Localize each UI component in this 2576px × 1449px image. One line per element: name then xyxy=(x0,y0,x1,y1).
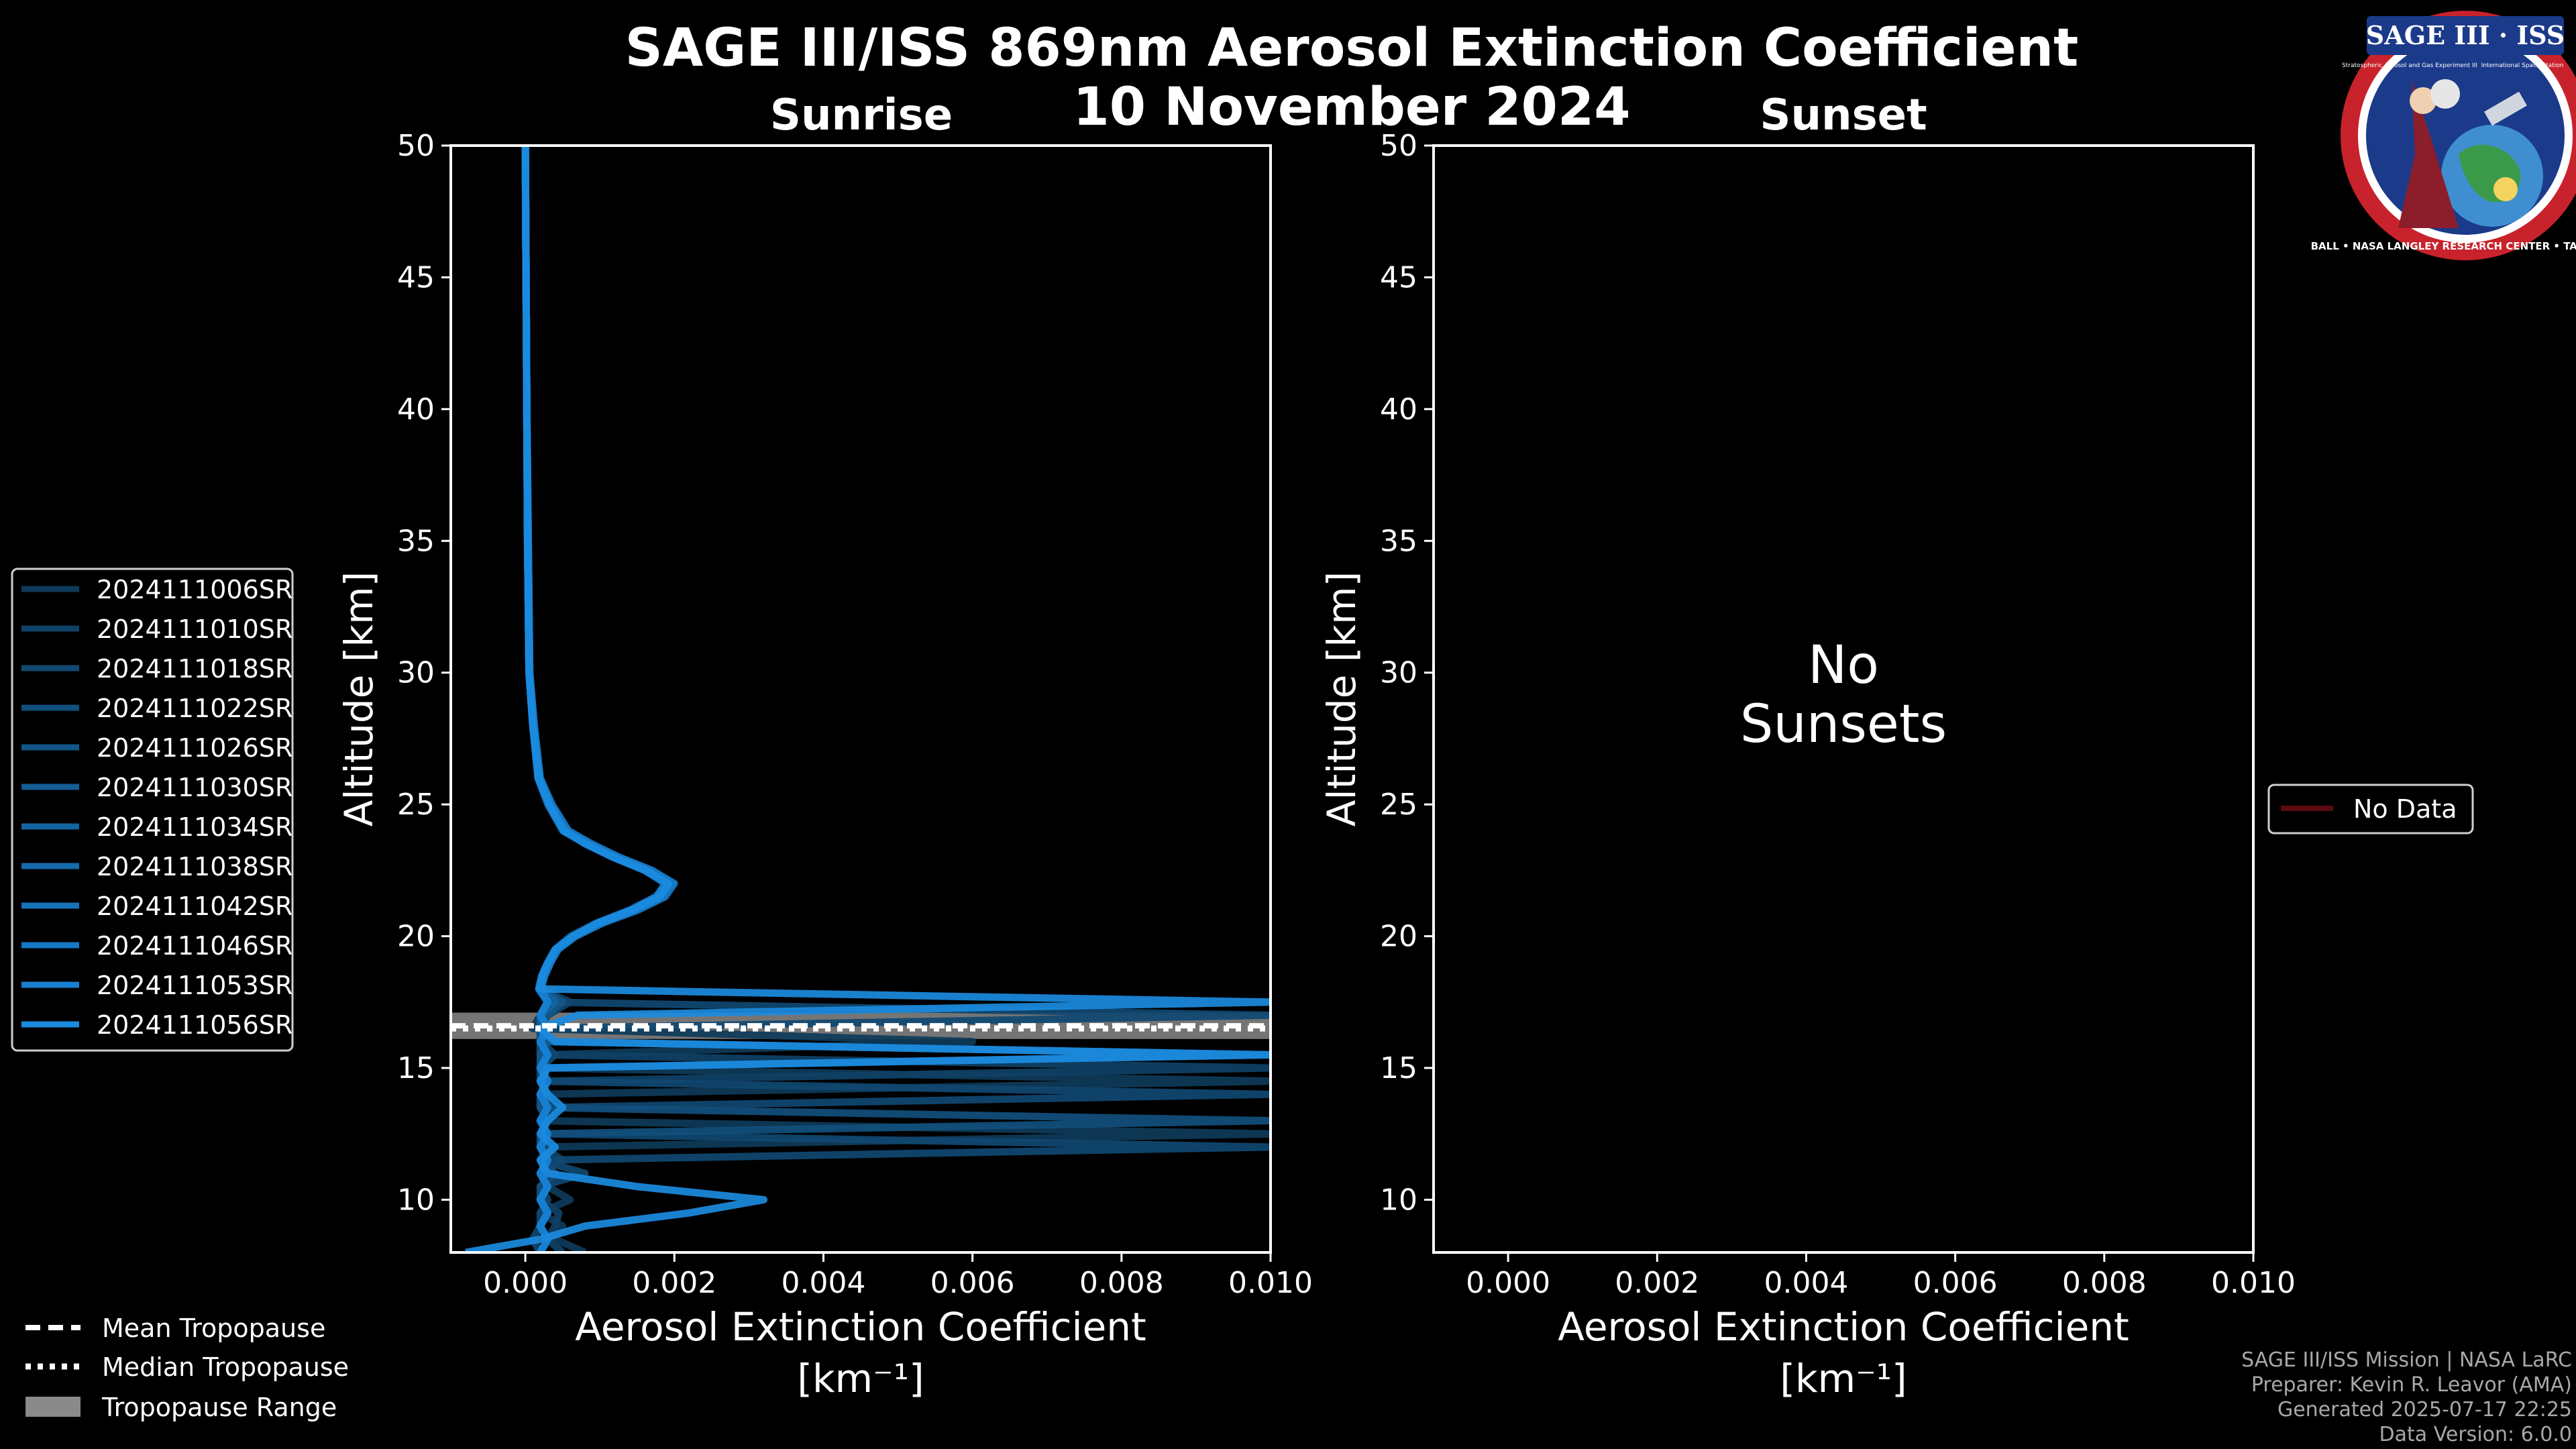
y-tick-label: 50 xyxy=(397,129,435,163)
x-axis-label-sunset: Aerosol Extinction Coefficient xyxy=(1558,1304,2129,1350)
logo-title: SAGE III · ISS xyxy=(2366,20,2565,50)
x-tick-label: 0.010 xyxy=(1228,1266,1313,1300)
panel-title-sunset: Sunset xyxy=(1760,91,1927,140)
y-ticks-sunset: 10 15 20 25 30 35 40 45 50 xyxy=(1380,129,1434,1217)
no-data-legend-box xyxy=(2267,784,2474,835)
y-tick-label: 15 xyxy=(397,1051,435,1085)
logo-small-left: Stratospheric Aerosol and Gas Experiment… xyxy=(2342,62,2477,69)
credit-line-3: Generated 2025-07-17 22:25 xyxy=(2277,1398,2572,1421)
logo-small-right: International Space Station xyxy=(2481,62,2564,69)
y-tick-label: 30 xyxy=(397,656,435,690)
no-data-legend: No Data xyxy=(2267,784,2474,835)
y-tick-label: 40 xyxy=(397,392,435,427)
y-tick-label: 10 xyxy=(397,1183,435,1217)
y-tick-label: 25 xyxy=(1380,788,1417,822)
y-axis-label-sunrise: Altitude [km] xyxy=(336,572,382,826)
y-tick-label: 25 xyxy=(397,788,435,822)
legend-entry-label: 2024111022SR xyxy=(97,694,292,723)
profile-lines xyxy=(465,146,1271,1252)
legend-entry-label: 2024111042SR xyxy=(97,892,292,921)
tropopause-legend: Mean Tropopause Median Tropopause Tropop… xyxy=(25,1313,349,1422)
credit-line-4: Data Version: 6.0.0 xyxy=(2379,1423,2572,1446)
mean-tropopause-label: Mean Tropopause xyxy=(102,1313,325,1343)
sun-icon xyxy=(2493,177,2518,201)
x-tick-label: 0.010 xyxy=(2211,1266,2296,1300)
y-tick-label: 20 xyxy=(1380,920,1417,954)
credit-line-1: SAGE III/ISS Mission | NASA LaRC xyxy=(2241,1348,2572,1372)
wizard-head-icon xyxy=(2410,87,2436,114)
legend-entry-label: 2024111030SR xyxy=(97,773,292,802)
plot-frame-sunset xyxy=(1432,144,2255,1254)
no-sunsets-line-2: Sunsets xyxy=(1740,694,1947,755)
x-tick-label: 0.000 xyxy=(483,1266,568,1300)
no-sunsets-line-1: No xyxy=(1808,635,1879,696)
x-tick-label: 0.008 xyxy=(2062,1266,2147,1300)
date-title: 10 November 2024 xyxy=(1073,77,1630,138)
logo-title-bar xyxy=(2367,16,2564,55)
y-tick-label: 45 xyxy=(1380,260,1417,294)
plot-frame-sunrise xyxy=(449,144,1272,1254)
y-tick-label: 50 xyxy=(1380,129,1417,163)
legend-entry-label: 2024111010SR xyxy=(97,614,292,644)
y-tick-label: 10 xyxy=(1380,1183,1417,1217)
median-tropopause-label: Median Tropopause xyxy=(102,1352,349,1382)
y-tick-label: 35 xyxy=(1380,524,1417,558)
y-ticks-sunrise: 10 15 20 25 30 35 40 45 50 xyxy=(397,129,451,1217)
y-tick-label: 30 xyxy=(1380,656,1417,690)
sage-iii-iss-logo: SAGE III · ISS Stratospheric Aerosol and… xyxy=(2311,11,2576,260)
x-tick-label: 0.004 xyxy=(781,1266,865,1300)
y-tick-label: 40 xyxy=(1380,392,1417,427)
legend-entry-label: 2024111053SR xyxy=(97,971,292,1000)
legend-entry-label: 2024111018SR xyxy=(97,654,292,684)
y-tick-label: 20 xyxy=(397,920,435,954)
x-axis-unit-sunset: [km⁻¹] xyxy=(1780,1356,1907,1401)
legend-entry-label: 2024111046SR xyxy=(97,931,292,961)
no-data-label: No Data xyxy=(2353,794,2457,824)
tropopause-range-label: Tropopause Range xyxy=(101,1393,337,1422)
profile-line-2024111056SR xyxy=(465,146,1271,1252)
iss-icon xyxy=(2484,91,2527,126)
x-axis-unit-sunrise: [km⁻¹] xyxy=(797,1356,924,1401)
x-tick-label: 0.002 xyxy=(632,1266,716,1300)
y-tick-label: 35 xyxy=(397,524,435,558)
x-tick-label: 0.000 xyxy=(1466,1266,1550,1300)
moon-icon xyxy=(2430,79,2460,109)
credits: SAGE III/ISS Mission | NASA LaRC Prepare… xyxy=(2241,1348,2572,1446)
main-title: SAGE III/ISS 869nm Aerosol Extinction Co… xyxy=(625,18,2079,78)
x-ticks-sunrise: 0.000 0.002 0.004 0.006 0.008 0.010 xyxy=(483,1252,1313,1300)
profile-legend: 2024111006SR 2024111010SR 2024111018SR 2024… xyxy=(11,568,294,1052)
y-tick-label: 45 xyxy=(397,260,435,294)
logo-ring-text: BALL • NASA LANGLEY RESEARCH CENTER • TA… xyxy=(2311,240,2576,252)
legend-entry-label: 2024111034SR xyxy=(97,812,292,842)
tropopause-range-swatch xyxy=(25,1397,80,1417)
profile-legend-box xyxy=(11,568,294,1052)
x-tick-label: 0.004 xyxy=(1764,1266,1848,1300)
wizard-icon xyxy=(2398,80,2459,228)
panel-title-sunrise: Sunrise xyxy=(770,91,953,140)
legend-entry-label: 2024111026SR xyxy=(97,733,292,763)
y-axis-label-sunset: Altitude [km] xyxy=(1319,572,1364,826)
legend-entry-label: 2024111038SR xyxy=(97,852,292,881)
credit-line-2: Preparer: Kevin R. Leavor (AMA) xyxy=(2251,1373,2572,1397)
x-tick-label: 0.006 xyxy=(930,1266,1015,1300)
x-tick-label: 0.008 xyxy=(1079,1266,1164,1300)
legend-entry-label: 2024111006SR xyxy=(97,575,292,604)
legend-entry-label: 2024111056SR xyxy=(97,1010,292,1040)
x-axis-label-sunrise: Aerosol Extinction Coefficient xyxy=(575,1304,1146,1350)
x-tick-label: 0.006 xyxy=(1913,1266,1998,1300)
y-tick-label: 15 xyxy=(1380,1051,1417,1085)
x-ticks-sunset: 0.000 0.002 0.004 0.006 0.008 0.010 xyxy=(1466,1252,2296,1300)
x-tick-label: 0.002 xyxy=(1615,1266,1699,1300)
